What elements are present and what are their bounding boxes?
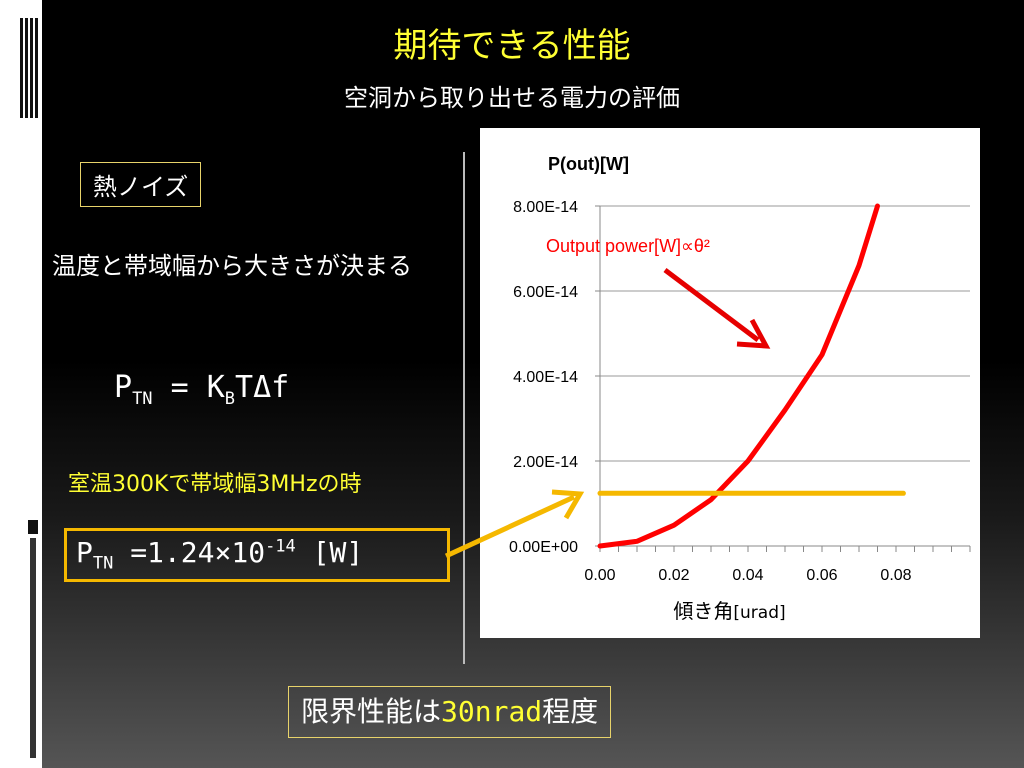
x-axis-label: 傾き角[urad] <box>673 599 785 623</box>
chart-panel: 0.00E+00 2.00E-14 4.00E-14 6.00E-14 8.00E-14… <box>480 128 980 638</box>
y-tick-label: 0.00E+00 <box>509 539 578 556</box>
x-tick-label: 0.00 <box>584 567 615 584</box>
output-power-chart: 0.00E+00 2.00E-14 4.00E-14 6.00E-14 8.00E-14… <box>509 154 971 623</box>
divider <box>463 152 465 664</box>
y-axis-label: P(out)[W] <box>548 154 629 174</box>
side-mark <box>30 538 36 758</box>
conclusion-box: 限界性能は30nrad程度 <box>288 686 612 738</box>
y-tick-label: 8.00E-14 <box>513 199 578 216</box>
slide-title: 期待できる性能 <box>393 26 631 66</box>
x-tick-label: 0.02 <box>658 567 689 584</box>
conclusion-value: 30nrad <box>441 695 543 728</box>
conclusion-suffix: 程度 <box>542 695 599 728</box>
series-line <box>597 203 880 549</box>
description-text: 温度と帯域幅から大きさが決まる <box>52 252 412 280</box>
x-tick-label: 0.08 <box>880 567 911 584</box>
side-mark <box>20 18 38 118</box>
y-tick-label: 4.00E-14 <box>513 369 578 386</box>
x-tick-label: 0.06 <box>806 567 837 584</box>
side-mark <box>28 520 38 534</box>
y-tick-label: 2.00E-14 <box>513 454 578 471</box>
red-arrow-head <box>736 318 771 349</box>
condition-text: 室温300Kで帯域幅3MHzの時 <box>68 472 362 497</box>
slide-subtitle: 空洞から取り出せる電力の評価 <box>344 84 680 112</box>
conclusion-prefix: 限界性能は <box>301 695 442 728</box>
annotation-text: Output power[W]∝θ² <box>546 236 710 256</box>
slide-sidebar <box>0 0 42 768</box>
x-axis-label-main: 傾き角 <box>673 599 733 623</box>
y-tick-label: 6.00E-14 <box>513 284 578 301</box>
x-tick-label: 0.04 <box>732 567 763 584</box>
red-arrow-line <box>663 268 760 342</box>
x-axis-label-unit: [urad] <box>733 603 785 623</box>
thermal-noise-label: 熱ノイズ <box>80 162 202 207</box>
thermal-noise-formula: PTN = KBTΔf <box>114 370 290 409</box>
result-formula: PTN =1.24×10-14 [W] <box>76 536 364 574</box>
